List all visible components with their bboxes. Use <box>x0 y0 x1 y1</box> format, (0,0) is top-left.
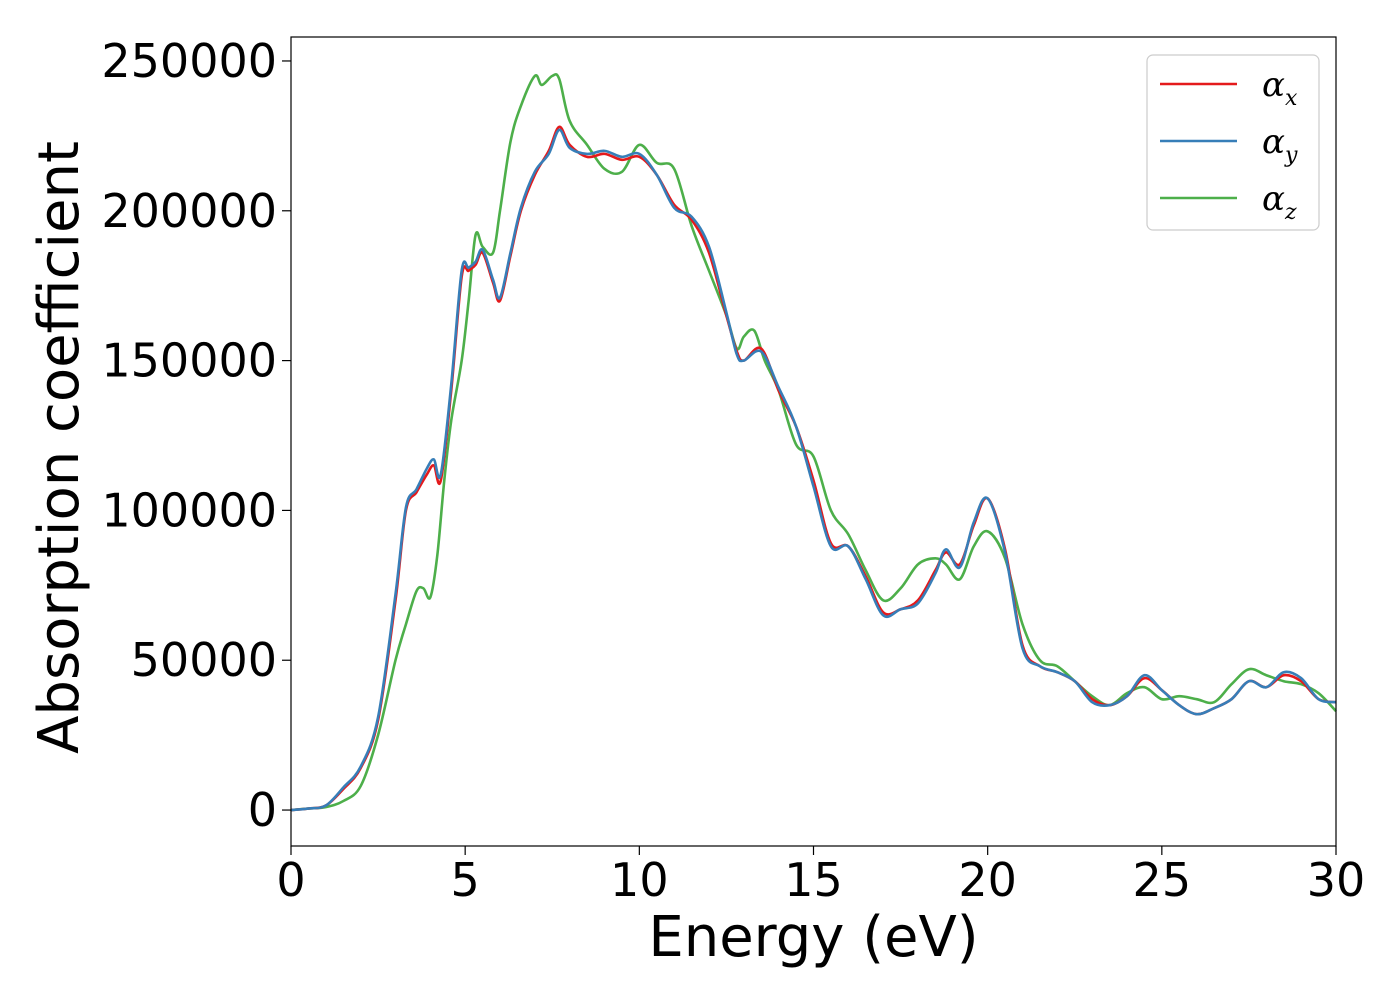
y-axis-title: Absorption coefficient <box>27 141 92 754</box>
y-tick-label: 200000 <box>101 184 277 238</box>
series-line-alpha-z <box>290 73 1337 812</box>
plot-lines <box>290 73 1337 812</box>
y-tick-label: 250000 <box>101 34 277 88</box>
y-tick-label: 50000 <box>131 633 277 687</box>
legend-label-base: α <box>1262 65 1285 105</box>
legend-label-base: α <box>1262 122 1285 162</box>
y-tick-label: 150000 <box>101 334 277 388</box>
legend-label-alpha-z: αz <box>1262 179 1297 225</box>
legend-label-subscript: y <box>1284 143 1298 168</box>
legend-box <box>1146 54 1320 231</box>
legend-label-subscript: z <box>1284 200 1297 225</box>
legend-label-alpha-x: αx <box>1262 65 1298 111</box>
x-tick-label: 15 <box>784 853 843 907</box>
x-tick-label: 0 <box>276 853 305 907</box>
x-tick-label: 5 <box>451 853 480 907</box>
x-axis: 0 5 10 15 20 25 30 <box>276 846 1365 907</box>
x-tick-label: 20 <box>958 853 1017 907</box>
y-tick-label: 0 <box>248 783 277 837</box>
x-axis-title: Energy (eV) <box>648 905 978 970</box>
legend-label-subscript: x <box>1285 86 1298 111</box>
series-line-alpha-y <box>290 128 1337 812</box>
y-tick-label: 100000 <box>101 483 277 537</box>
x-tick-label: 10 <box>610 853 669 907</box>
legend-label-base: α <box>1262 179 1285 219</box>
x-tick-label: 30 <box>1307 853 1366 907</box>
x-tick-label: 25 <box>1133 853 1192 907</box>
y-axis: 0 50000 100000 150000 200000 250000 <box>101 34 291 837</box>
legend-label-alpha-y: αy <box>1262 122 1298 168</box>
